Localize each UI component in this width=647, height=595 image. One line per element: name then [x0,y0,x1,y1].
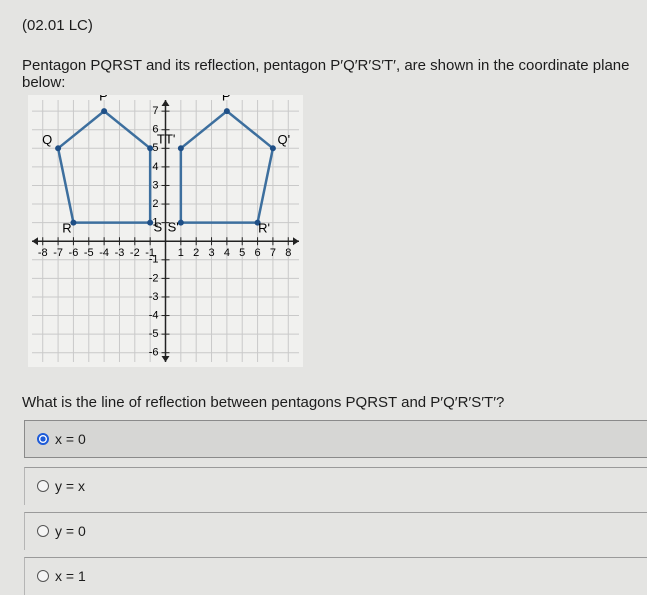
coordinate-plane: -8 -7 -6 -5 -4 -3 -2 -1 1 2 3 4 5 6 7 8-6-5-4-3-2-11234… [28,95,303,367]
x-tick-label: 1 [178,247,184,259]
x-tick-label: -8 [38,247,48,259]
vertex [223,108,230,115]
vertex [177,219,184,226]
vertex [101,108,108,115]
vertex-label: P' [222,95,233,104]
y-tick-label: 3 [152,179,158,191]
x-tick-label: 7 [270,247,276,259]
y-tick-label: -4 [149,309,159,321]
prompt: What is the line of reflection between p… [22,394,505,411]
vertex [177,145,184,152]
vertex-label: R [62,220,71,235]
y-tick-label: 7 [152,105,158,117]
option-label: x = 0 [55,431,86,447]
radio-button[interactable] [37,480,49,492]
vertex [147,219,154,226]
y-tick-label: -3 [149,291,159,303]
answer-option[interactable]: x = 1 [24,557,647,595]
x-tick-label: -7 [53,247,63,259]
vertex-label: S' [168,220,179,235]
question-code: (02.01 LC) [22,17,93,34]
x-tick-label: -1 [145,247,155,259]
vertex [70,219,77,226]
vertex-label: P [99,95,108,104]
radio-button[interactable] [37,433,49,445]
vertex-label: T' [165,132,175,147]
vertex-label: R' [258,220,270,235]
option-label: y = x [55,478,85,494]
x-tick-label: -2 [130,247,140,259]
radio-button[interactable] [37,525,49,537]
x-tick-label: 4 [224,247,230,259]
vertex [254,219,261,226]
y-tick-label: 5 [152,142,158,154]
vertex-label: Q' [278,132,291,147]
y-tick-label: -2 [149,272,159,284]
y-tick-label: -1 [149,254,159,266]
y-tick-label: 2 [152,198,158,210]
radio-button[interactable] [37,570,49,582]
answer-option[interactable]: x = 0 [24,420,647,458]
y-tick-label: 4 [152,161,158,173]
x-tick-label: -6 [69,247,79,259]
x-tick-label: 8 [285,247,291,259]
x-tick-label: -3 [115,247,125,259]
vertex-label: S [153,220,162,235]
x-tick-label: 6 [255,247,261,259]
y-tick-label: -5 [149,328,159,340]
question-text: Pentagon PQRST and its reflection, penta… [22,57,630,91]
option-label: y = 0 [55,523,86,539]
pentagon [179,109,275,224]
vertex [269,145,276,152]
answer-option[interactable]: y = x [24,467,647,505]
y-tick-label: 6 [152,124,158,136]
pentagon [56,109,152,224]
vertex-label: T [157,132,165,147]
y-tick-label: 1 [152,217,158,229]
x-tick-label: 2 [193,247,199,259]
vertex [55,145,62,152]
vertex [147,145,154,152]
x-tick-label: 5 [239,247,245,259]
x-tick-label: -5 [84,247,94,259]
x-tick-label: 3 [208,247,214,259]
option-label: x = 1 [55,568,86,584]
x-tick-label: -4 [99,247,109,259]
vertex-label: Q [42,132,52,147]
y-tick-label: -6 [149,347,159,359]
answer-option[interactable]: y = 0 [24,512,647,550]
